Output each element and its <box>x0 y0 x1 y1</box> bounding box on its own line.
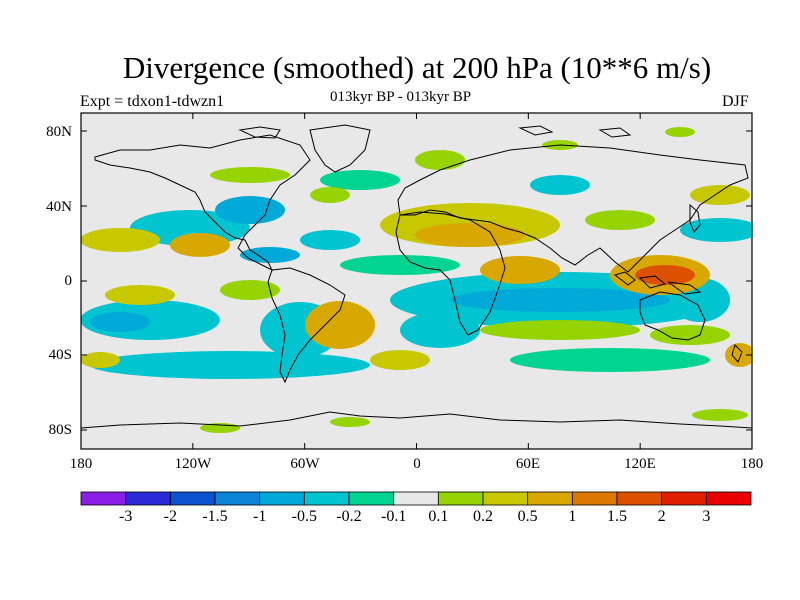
season-label: DJF <box>722 93 749 110</box>
coastline-greenland <box>309 124 371 173</box>
colorbar-swatch <box>393 491 439 506</box>
coastline-north-america <box>94 134 311 272</box>
divergence-patch <box>415 223 525 247</box>
divergence-patch <box>105 285 175 305</box>
divergence-patch <box>81 228 160 252</box>
coastline-south-america <box>267 267 346 384</box>
divergence-patch <box>305 301 375 349</box>
lat-label-80n: 80N <box>46 124 72 140</box>
colorbar-label: 2 <box>657 508 666 525</box>
coastline-eurasia <box>397 144 749 273</box>
divergence-patch <box>370 350 430 370</box>
colorbar-label: -0.5 <box>291 508 317 525</box>
coastline-africa <box>395 211 506 336</box>
colorbar-label: -0.1 <box>380 508 407 525</box>
colorbar-swatch <box>527 491 573 506</box>
colorbar-swatch <box>482 491 529 506</box>
divergence-patch <box>170 233 230 257</box>
colorbar-label: 1 <box>568 508 577 525</box>
coastline-arctic-islands <box>238 125 632 139</box>
lon-label-120w: 120W <box>174 456 212 472</box>
divergence-patch <box>692 409 748 421</box>
colorbar-label: -2 <box>163 508 177 525</box>
divergence-patch <box>680 218 752 242</box>
divergence-patch <box>530 175 590 195</box>
divergence-patch <box>635 265 695 285</box>
divergence-patch <box>90 351 370 379</box>
divergence-patch <box>480 320 640 340</box>
plot-title: Divergence (smoothed) at 200 hPa (10**6 … <box>122 50 712 85</box>
coastline-indonesia <box>613 271 702 295</box>
map-ticks <box>80 113 753 449</box>
divergence-patch <box>400 312 480 348</box>
divergence-patch <box>480 256 560 284</box>
colorbar-label: -0.2 <box>336 508 362 525</box>
colorbar-swatch <box>571 491 618 506</box>
colorbar-label: 0.1 <box>428 508 449 525</box>
lon-label-180e: 180 <box>740 456 764 472</box>
divergence-patch <box>510 348 710 372</box>
divergence-patch <box>650 325 730 345</box>
divergence-patch <box>220 280 280 300</box>
divergence-patch <box>450 288 670 312</box>
lon-label-0: 0 <box>413 456 421 472</box>
lat-label-40s: 40S <box>48 347 72 363</box>
divergence-patch <box>320 170 400 190</box>
colorbar-label: 1.5 <box>607 508 627 525</box>
colorbar-swatch <box>80 491 127 506</box>
divergence-patch <box>90 312 150 332</box>
divergence-patch <box>690 185 750 205</box>
lon-label-180w: 180 <box>69 456 93 472</box>
colorbar-label: 3 <box>702 508 711 525</box>
colorbar-label: -3 <box>118 508 133 525</box>
lat-label-40n: 40N <box>46 199 72 215</box>
colorbar-label: 0.5 <box>517 508 538 525</box>
divergence-patch <box>330 417 370 427</box>
coastline-new-zealand <box>731 344 743 363</box>
colorbar-label: -1.5 <box>202 508 228 525</box>
colorbar-label: 0.2 <box>473 508 493 525</box>
plot-subtitle: 013kyr BP - 013kyr BP <box>330 89 472 105</box>
lon-label-60e: 60E <box>515 456 541 472</box>
colorbar-swatch <box>169 491 216 506</box>
divergence-patch <box>210 167 290 183</box>
divergence-patch <box>215 196 285 224</box>
lon-label-120e: 120E <box>624 456 656 472</box>
colorbar-swatch <box>437 491 484 506</box>
divergence-patch <box>240 247 300 263</box>
colorbar-swatch <box>214 491 261 506</box>
colorbar-swatch <box>661 491 707 506</box>
coastline-antarctica <box>81 411 752 429</box>
coastlines <box>81 124 752 429</box>
colorbar-swatch <box>616 491 663 506</box>
colorbar-swatch <box>705 491 752 506</box>
divergence-patch <box>725 343 752 367</box>
lat-label-eq: 0 <box>64 273 73 289</box>
lon-label-60w: 60W <box>290 456 320 472</box>
coastline-japan <box>689 203 701 233</box>
colorbar <box>80 491 752 506</box>
colorbar-swatch <box>259 491 305 506</box>
divergence-patch <box>585 210 655 230</box>
divergence-patch <box>340 255 460 275</box>
divergence-patch <box>81 352 120 368</box>
colorbar-swatch <box>125 491 171 506</box>
colorbar-label: -1 <box>252 508 267 525</box>
divergence-patch <box>300 230 360 250</box>
experiment-label: Expt = tdxon1-tdwzn1 <box>80 93 225 110</box>
colorbar-swatch <box>303 491 350 506</box>
divergence-patch <box>415 150 465 170</box>
coastline-australia <box>639 291 706 341</box>
lat-label-80s: 80S <box>48 422 72 438</box>
divergence-patch <box>665 127 695 137</box>
divergence-patch <box>310 187 350 203</box>
colorbar-swatch <box>348 491 395 506</box>
